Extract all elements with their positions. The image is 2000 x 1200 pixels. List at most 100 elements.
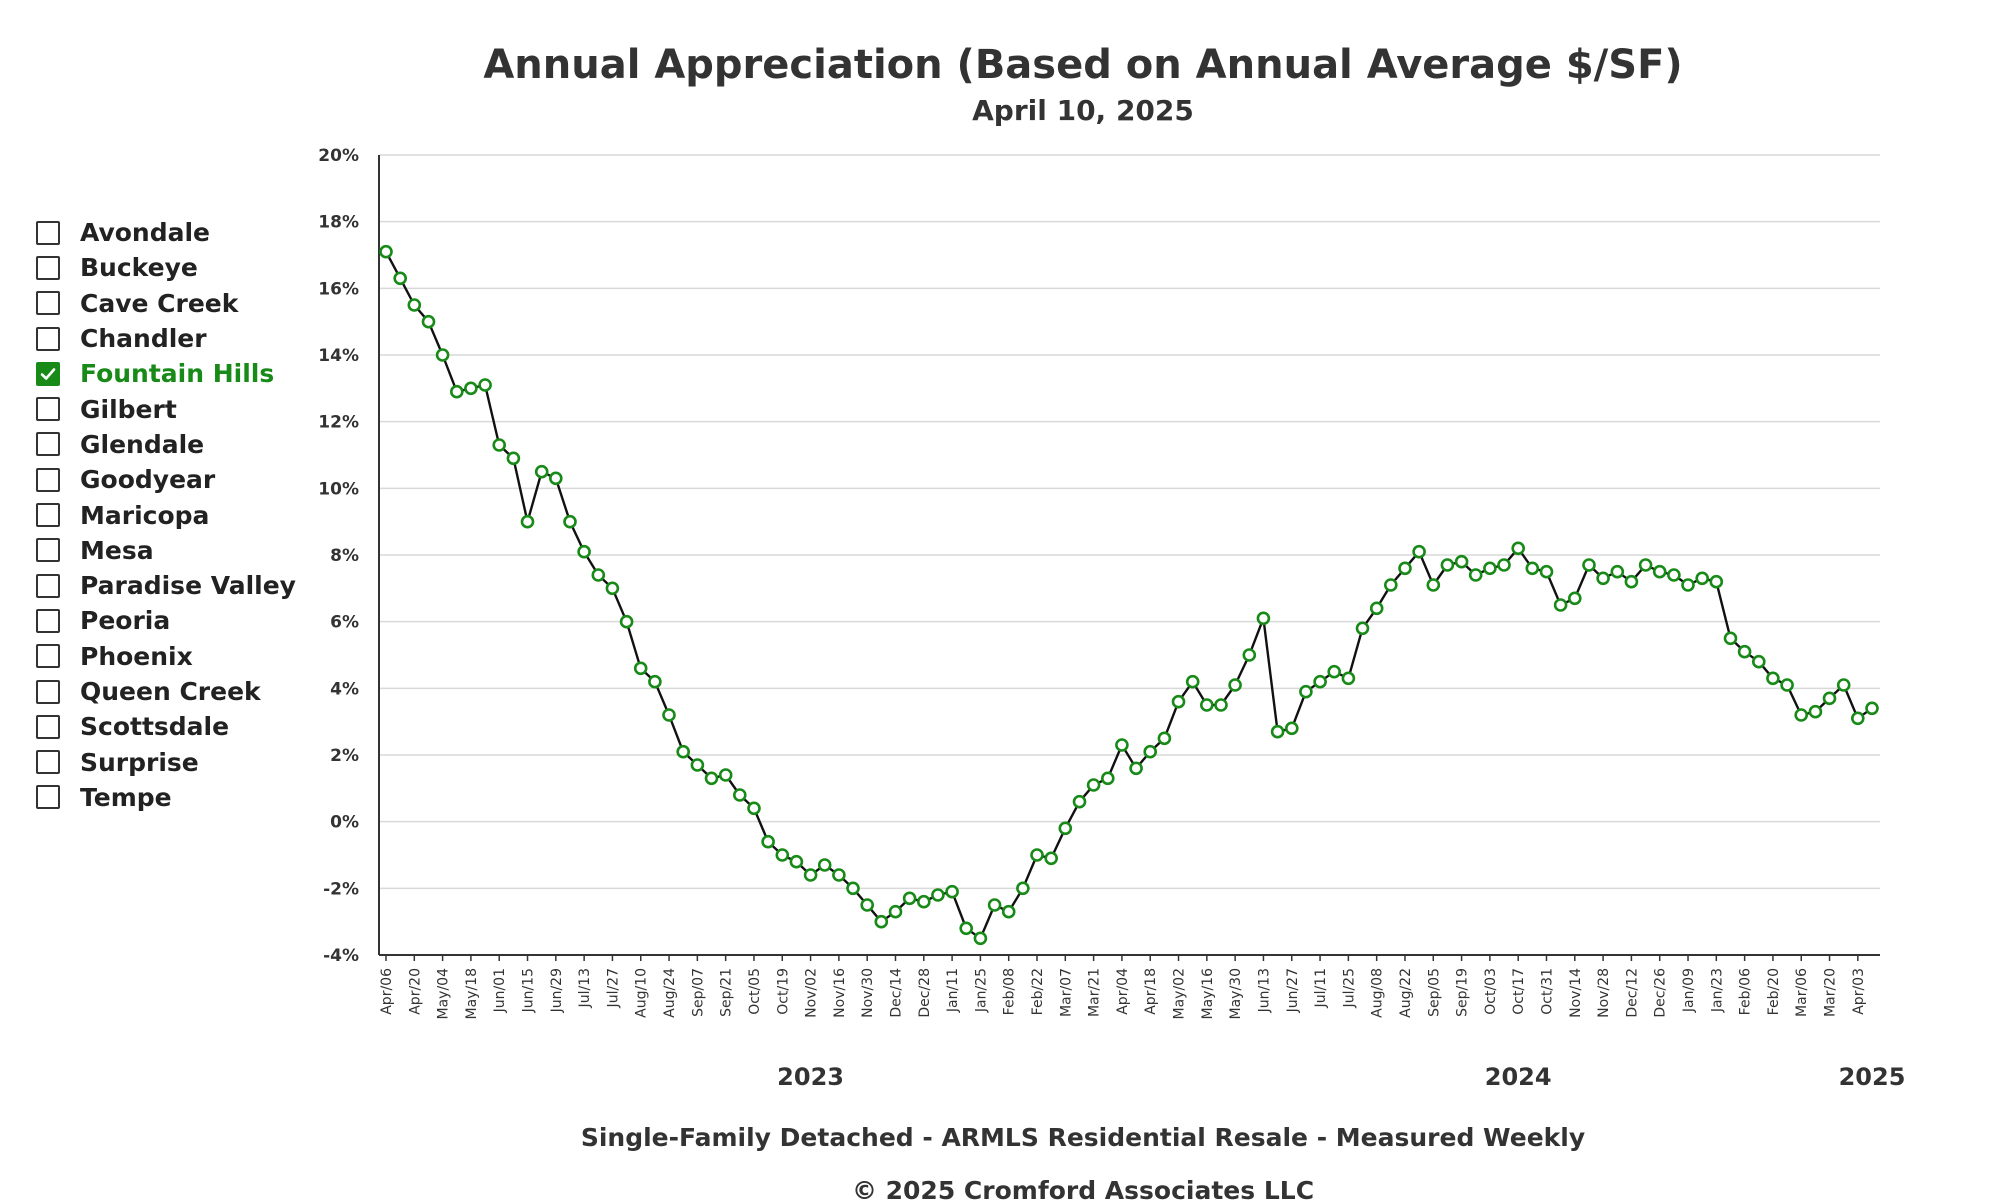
data-point[interactable] — [987, 898, 1002, 912]
data-point[interactable] — [1865, 701, 1879, 716]
checkbox[interactable] — [36, 255, 60, 280]
data-point[interactable] — [1596, 571, 1610, 586]
data-point[interactable] — [1086, 778, 1101, 792]
legend-item-maricopa[interactable]: Maricopa — [36, 497, 296, 532]
data-point[interactable] — [959, 921, 974, 936]
data-point[interactable] — [1157, 731, 1172, 746]
data-point[interactable] — [704, 771, 719, 786]
checkbox[interactable] — [36, 326, 60, 351]
data-point[interactable] — [1582, 558, 1596, 572]
data-point[interactable] — [1652, 564, 1667, 579]
data-point[interactable] — [633, 661, 648, 676]
data-point[interactable] — [506, 451, 521, 466]
data-point[interactable] — [803, 868, 818, 882]
data-point[interactable] — [1101, 771, 1115, 786]
data-point[interactable] — [1780, 678, 1794, 692]
data-point[interactable] — [775, 848, 790, 862]
data-point[interactable] — [534, 464, 549, 479]
data-point[interactable] — [1398, 561, 1412, 576]
legend-item-scottsdale[interactable]: Scottsdale — [36, 709, 296, 744]
data-point[interactable] — [1568, 591, 1582, 606]
checkbox[interactable] — [36, 608, 60, 633]
data-point[interactable] — [563, 514, 577, 529]
data-point[interactable] — [1695, 571, 1709, 586]
legend-item-cave-creek[interactable]: Cave Creek — [36, 286, 296, 321]
checkbox[interactable] — [36, 503, 60, 528]
data-point[interactable] — [548, 471, 563, 486]
legend-item-paradise-valley[interactable]: Paradise Valley — [36, 568, 296, 603]
legend-item-fountain-hills[interactable]: Fountain Hills — [36, 356, 296, 391]
data-point[interactable] — [1752, 654, 1766, 669]
data-point[interactable] — [1468, 568, 1483, 582]
data-point[interactable] — [1454, 554, 1469, 569]
data-point[interactable] — [931, 888, 945, 902]
data-point[interactable] — [732, 788, 747, 802]
data-point[interactable] — [1412, 544, 1426, 559]
data-point[interactable] — [1624, 574, 1639, 589]
data-point[interactable] — [1001, 904, 1016, 919]
data-point[interactable] — [747, 801, 761, 816]
data-point[interactable] — [1794, 708, 1808, 722]
data-point[interactable] — [916, 894, 931, 909]
legend-item-phoenix[interactable]: Phoenix — [36, 639, 296, 674]
data-point[interactable] — [1143, 744, 1157, 759]
legend-item-gilbert[interactable]: Gilbert — [36, 391, 296, 426]
data-point[interactable] — [789, 854, 804, 869]
checkbox[interactable] — [36, 291, 60, 316]
data-point[interactable] — [1851, 711, 1865, 726]
checkbox[interactable] — [36, 397, 60, 422]
data-point[interactable] — [676, 744, 691, 759]
legend-item-goodyear[interactable]: Goodyear — [36, 462, 296, 497]
data-point[interactable] — [902, 891, 917, 906]
data-point[interactable] — [1016, 881, 1030, 896]
checkbox[interactable] — [36, 361, 60, 386]
checkbox[interactable] — [36, 432, 60, 457]
data-point[interactable] — [648, 674, 662, 689]
data-point[interactable] — [874, 914, 889, 929]
data-point[interactable] — [1737, 644, 1752, 659]
data-point[interactable] — [478, 378, 492, 392]
data-point[interactable] — [1483, 561, 1497, 576]
data-point[interactable] — [1299, 684, 1313, 699]
data-point[interactable] — [520, 514, 535, 529]
data-point[interactable] — [945, 884, 959, 899]
data-point[interactable] — [1384, 578, 1398, 592]
data-point[interactable] — [1115, 738, 1129, 752]
data-point[interactable] — [1638, 558, 1653, 572]
data-point[interactable] — [1610, 564, 1625, 579]
checkbox[interactable] — [36, 220, 60, 245]
legend-item-glendale[interactable]: Glendale — [36, 427, 296, 462]
data-point[interactable] — [1822, 691, 1837, 706]
legend-item-mesa[interactable]: Mesa — [36, 533, 296, 568]
data-point[interactable] — [1270, 724, 1285, 739]
data-point[interactable] — [1808, 704, 1823, 719]
data-point[interactable] — [846, 881, 860, 896]
data-point[interactable] — [1511, 541, 1525, 556]
legend-item-peoria[interactable]: Peoria — [36, 603, 296, 638]
data-point[interactable] — [662, 708, 676, 722]
data-point[interactable] — [860, 898, 875, 912]
legend-item-surprise[interactable]: Surprise — [36, 744, 296, 779]
data-point[interactable] — [1129, 761, 1143, 776]
data-point[interactable] — [577, 544, 591, 559]
data-point[interactable] — [1836, 678, 1851, 692]
legend-item-queen-creek[interactable]: Queen Creek — [36, 674, 296, 709]
data-point[interactable] — [888, 904, 903, 919]
data-point[interactable] — [1285, 721, 1299, 736]
data-point[interactable] — [407, 298, 422, 312]
data-point[interactable] — [605, 581, 620, 596]
data-point[interactable] — [1171, 694, 1186, 709]
data-point[interactable] — [1709, 574, 1724, 589]
data-point[interactable] — [1667, 568, 1681, 582]
data-point[interactable] — [832, 868, 846, 882]
data-point[interactable] — [1681, 578, 1695, 592]
data-point[interactable] — [1242, 648, 1257, 662]
data-point[interactable] — [449, 384, 464, 399]
legend-item-chandler[interactable]: Chandler — [36, 321, 296, 356]
data-point[interactable] — [1723, 631, 1738, 646]
data-point[interactable] — [817, 858, 832, 872]
data-point[interactable] — [1766, 671, 1780, 686]
data-point[interactable] — [1256, 611, 1271, 626]
checkbox[interactable] — [36, 785, 60, 810]
data-point[interactable] — [421, 314, 436, 329]
